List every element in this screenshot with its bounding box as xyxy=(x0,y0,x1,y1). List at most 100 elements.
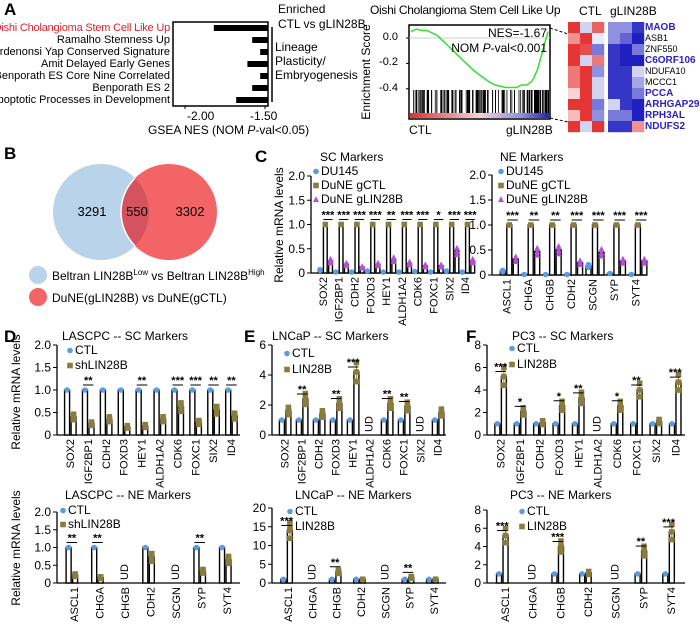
data-point xyxy=(613,222,620,228)
data-point xyxy=(417,221,423,228)
category-label: CDK6 xyxy=(172,439,184,468)
bar xyxy=(527,224,534,276)
venn-diagram: 3291 550 3302 xyxy=(53,164,217,260)
data-point xyxy=(280,576,287,583)
gsea-pval: NOM P-val<0.001 xyxy=(451,42,547,54)
heatmap-cell xyxy=(568,33,581,45)
significance-label: ** xyxy=(383,389,392,401)
category-group: FOXD3 xyxy=(117,387,131,476)
data-point xyxy=(225,557,232,563)
data-point xyxy=(353,576,360,583)
y-tick-label: 2 xyxy=(474,406,481,420)
heatmap-cell xyxy=(592,66,605,78)
category-label: FOXD3 xyxy=(119,439,131,476)
bar xyxy=(142,546,149,584)
significance-label: *** xyxy=(669,367,683,379)
y-tick-label: 0 xyxy=(474,576,481,590)
heatmap-cell xyxy=(632,121,645,133)
category-label: FOXC1 xyxy=(190,439,202,476)
heatmap-cell xyxy=(592,33,605,45)
heatmap-gene-label: NDUFS2 xyxy=(645,120,686,132)
category-label: SIX2 xyxy=(651,439,663,463)
category-label: IGF2BP1 xyxy=(515,439,527,484)
undetected-label: UD xyxy=(364,416,376,432)
replicate-point xyxy=(149,558,155,565)
nes-xtick: -1.50 xyxy=(250,109,278,123)
category-group: UD SCGN xyxy=(170,564,183,619)
replicate-point xyxy=(178,400,184,406)
enriched-title: Enriched xyxy=(278,2,326,16)
y-tick-label: 0 xyxy=(259,428,266,442)
y-tick-label: 15 xyxy=(253,520,267,534)
bar xyxy=(613,224,620,276)
category-group: ** SYP xyxy=(193,533,209,609)
heatmap-cell xyxy=(620,66,633,78)
replicate-point xyxy=(598,245,605,252)
category-label: SCGN xyxy=(171,587,183,619)
heatmap-cell xyxy=(580,55,593,67)
significance-label: ** xyxy=(332,389,341,401)
replicate-point xyxy=(287,535,293,542)
replicate-point xyxy=(453,244,460,251)
significance-label: ** xyxy=(632,375,641,387)
data-point xyxy=(329,576,335,583)
replicate-point xyxy=(353,378,360,385)
y-tick-label: 0.5 xyxy=(34,406,51,420)
replicate-point xyxy=(617,407,624,413)
category-label: CDH2 xyxy=(535,439,547,469)
data-point xyxy=(153,387,160,393)
heatmap-gene-label: NDUFA10 xyxy=(645,65,686,76)
category-group: ** CDK6 xyxy=(380,389,394,468)
data-point xyxy=(433,221,439,228)
y-tick-label: 2.0 xyxy=(34,338,51,352)
data-point xyxy=(302,396,309,402)
category-label: SCGN xyxy=(587,279,599,311)
heatmap-gene-label: ASB1 xyxy=(645,32,669,43)
data-point xyxy=(432,576,439,583)
category-label: CDH2 xyxy=(566,279,578,309)
significance-label: * xyxy=(518,396,523,408)
gene-set-label: Apoptotic Processes in Development xyxy=(0,93,170,106)
replicate-point xyxy=(178,408,184,415)
gsea-running-es-curve xyxy=(410,28,549,89)
category-group: ID4 xyxy=(431,406,445,456)
replicate-point xyxy=(669,521,675,528)
data-point xyxy=(501,373,507,380)
data-point xyxy=(453,247,460,254)
heatmap-cell xyxy=(620,99,633,111)
category-label: ASCL1 xyxy=(500,587,512,622)
category-label: SYP xyxy=(638,587,650,609)
heatmap-cell xyxy=(608,44,621,56)
significance-label: *** xyxy=(189,375,203,387)
category-group: ** ID4 xyxy=(224,375,238,456)
zoom-connector xyxy=(549,27,569,35)
category-label: SYT4 xyxy=(429,587,441,615)
nes-bar xyxy=(252,85,268,91)
category-group: UD SIX2 xyxy=(415,416,428,463)
data-point xyxy=(499,268,506,274)
category-label: CHGA xyxy=(94,586,106,618)
ylabel-c: Relative mRNA levels xyxy=(272,167,286,283)
category-group: *** SIX2 xyxy=(443,210,461,301)
heatmap-cell xyxy=(608,77,621,89)
data-point xyxy=(406,260,413,266)
data-point xyxy=(494,420,501,427)
category-label: ALDH1A2 xyxy=(365,439,377,488)
gene-set-label: Cordenonsi Yap Conserved Signature xyxy=(0,45,170,58)
data-point xyxy=(279,417,285,423)
y-tick-label: 0.5 xyxy=(469,243,486,257)
category-group: *** IGF2BP1 xyxy=(333,210,351,322)
data-point xyxy=(585,570,592,576)
significance-label: *** xyxy=(280,516,294,528)
gsea-nes: NES=-1.67 xyxy=(487,26,547,40)
category-group: ** IGF2BP1 xyxy=(295,384,309,484)
y-tick-label: 2 xyxy=(474,558,481,572)
legend-marker xyxy=(313,196,319,203)
gene-set-label: Benporath ES Core Nine Correlated xyxy=(0,69,170,82)
heatmap-gene-label: ARHGAP29 xyxy=(645,98,700,110)
y-tick-label: 0 xyxy=(479,268,486,282)
legend-text: Beltran LIN28B xyxy=(52,269,134,283)
category-group: *** SCGN xyxy=(585,210,605,311)
category-label: CDK6 xyxy=(413,277,425,306)
data-point xyxy=(634,571,641,577)
